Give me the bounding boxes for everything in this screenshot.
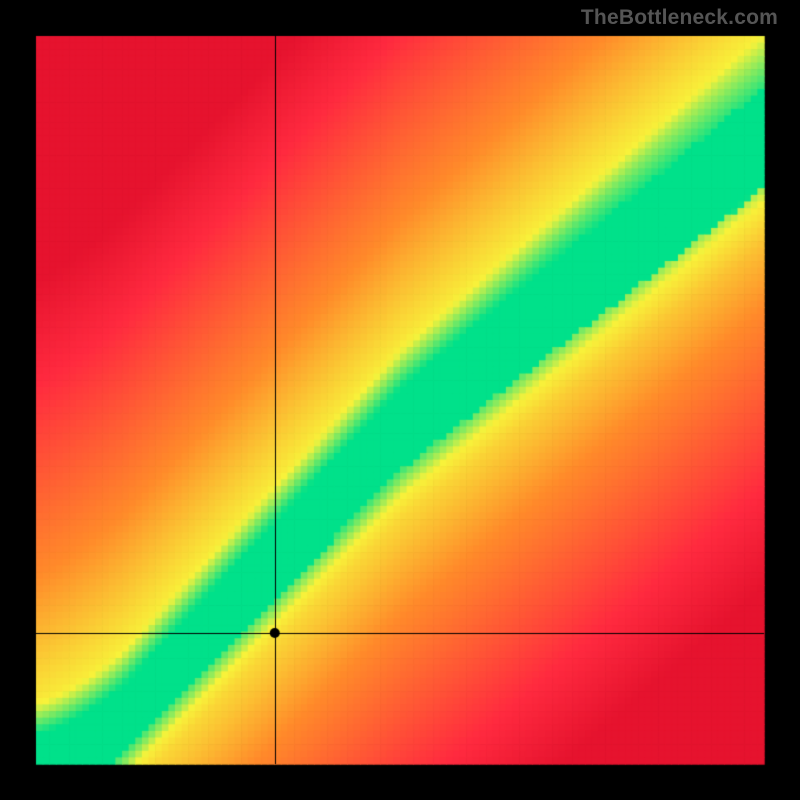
chart-container: TheBottleneck.com [0,0,800,800]
bottleneck-heatmap [0,0,800,800]
watermark-text: TheBottleneck.com [581,6,778,30]
